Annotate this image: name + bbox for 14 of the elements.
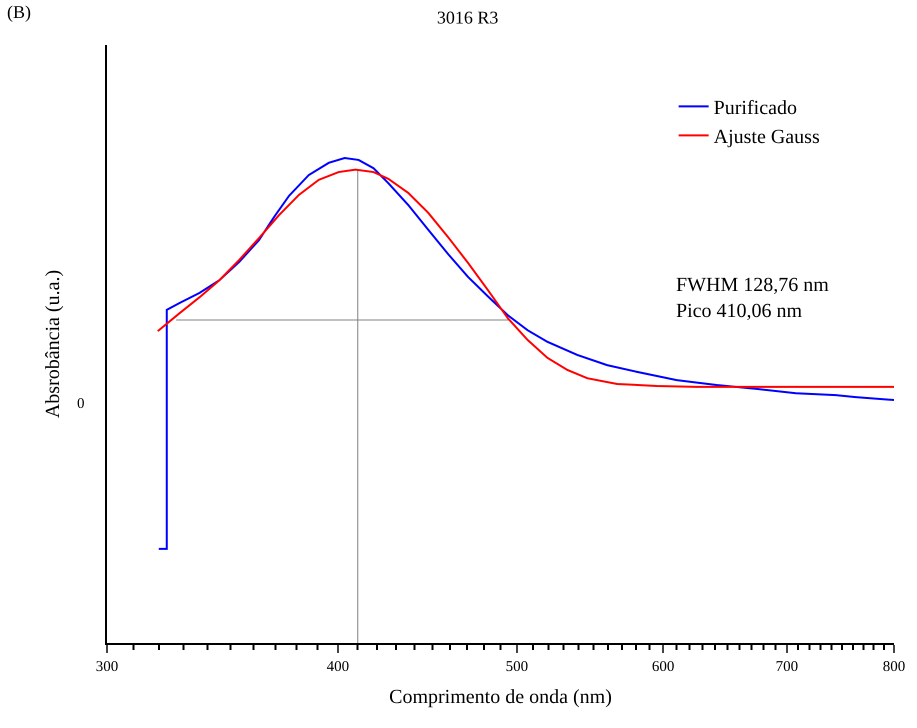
x-tick-label: 500	[506, 659, 528, 675]
x-axis-title: Comprimento de onda (nm)	[389, 686, 612, 708]
x-tick-label: 700	[776, 659, 798, 675]
text: 0	[77, 396, 84, 412]
annotation: FWHM 128,76 nm Pico 410,06 nm	[676, 274, 830, 322]
x-tick-label: 800	[882, 659, 906, 675]
y-axis-title: Absrobância (u.a.)	[42, 270, 64, 418]
text: (B)	[7, 2, 31, 22]
chart-title: 3016 R3	[436, 8, 498, 28]
x-tick-label: 300	[96, 659, 118, 675]
x-tick-label: 400	[326, 659, 350, 675]
legend-label: Purificado	[714, 97, 797, 120]
x-tick-label: 600	[652, 659, 674, 675]
legend-label: Ajuste Gauss	[714, 126, 820, 148]
